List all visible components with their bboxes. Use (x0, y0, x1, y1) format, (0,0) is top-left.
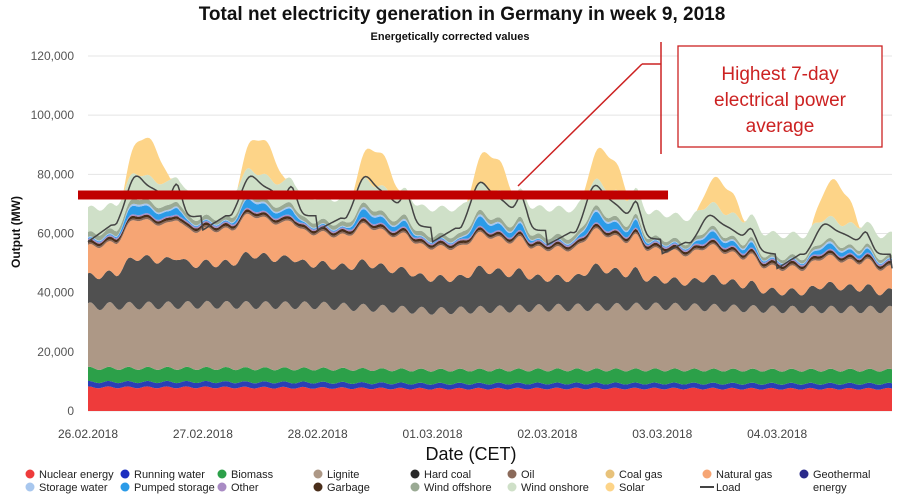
x-tick-label-4: 02.03.2018 (517, 427, 577, 441)
stacked-areas (88, 137, 892, 411)
legend-marker-storage-water (25, 482, 35, 492)
legend-marker-wind-offshore (410, 482, 420, 492)
legend-label-load: Load (716, 482, 740, 494)
legend-marker-oil (507, 469, 517, 479)
legend-label-natural-gas: Natural gas (716, 469, 773, 481)
x-tick-label-0: 26.02.2018 (58, 427, 118, 441)
y-tick-label-0: 0 (67, 404, 74, 418)
area-nuclear-energy (88, 386, 892, 411)
legend-label-nuclear-energy: Nuclear energy (39, 469, 114, 481)
y-tick-label-40000: 40,000 (37, 286, 74, 300)
x-tick-label-3: 01.03.2018 (403, 427, 463, 441)
legend-marker-solar (605, 482, 615, 492)
x-tick-label-5: 03.03.2018 (632, 427, 692, 441)
legend-marker-nuclear-energy (25, 469, 35, 479)
area-biomass (88, 366, 892, 385)
annotation-group: Highest 7-day electrical power average (517, 42, 883, 187)
annotation-text-line-2: electrical power (714, 90, 847, 111)
y-tick-label-120000: 120,000 (31, 49, 75, 63)
legend-label-solar: Solar (619, 482, 645, 494)
chart-title: Total net electricity generation in Germ… (199, 4, 726, 25)
y-axis-label: Output (MW) (9, 196, 23, 268)
legend-label-lignite: Lignite (327, 469, 359, 481)
legend-label-garbage: Garbage (327, 482, 370, 494)
legend-label-running-water: Running water (134, 469, 205, 481)
area-lignite (88, 300, 892, 372)
annotation-text-line-1: Highest 7-day (721, 64, 839, 85)
legend-label-energy: energy (813, 482, 847, 494)
legend-label-oil: Oil (521, 469, 534, 481)
legend-label-biomass: Biomass (231, 469, 274, 481)
legend-marker-running-water (120, 469, 130, 479)
y-tick-label-100000: 100,000 (31, 108, 75, 122)
area-hard-coal (88, 252, 892, 315)
annotation-box (677, 45, 883, 148)
legend-marker-coal-gas (605, 469, 615, 479)
legend-marker-lignite (313, 469, 323, 479)
area-solar (88, 137, 892, 239)
y-tick-label-60000: 60,000 (37, 227, 74, 241)
legend-marker-natural-gas (702, 469, 712, 479)
legend-label-geothermal: Geothermal (813, 469, 870, 481)
legend-marker-other (217, 482, 227, 492)
y-tick-label-80000: 80,000 (37, 167, 74, 181)
legend-label-pumped-storage: Pumped storage (134, 482, 215, 494)
area-running-water (88, 380, 892, 390)
legend-marker-hard-coal (410, 469, 420, 479)
legend-marker-geothermal (799, 469, 809, 479)
x-axis-label: Date (CET) (425, 444, 516, 464)
legend-label-storage-water: Storage water (39, 482, 108, 494)
area-natural-gas (88, 213, 892, 296)
annotation-text-line-3: average (746, 116, 815, 137)
legend-marker-garbage (313, 482, 323, 492)
annotation-pointer-line (517, 63, 643, 187)
legend-marker-pumped-storage (120, 482, 130, 492)
y-axis-ticks: 0 20,000 40,000 60,000 80,000 100,000 120,000 (31, 49, 75, 418)
legend-label-hard-coal: Hard coal (424, 469, 471, 481)
legend-marker-wind-onshore (507, 482, 517, 492)
legend-label-wind-onshore: Wind onshore (521, 482, 589, 494)
legend-marker-biomass (217, 469, 227, 479)
legend-label-coal-gas: Coal gas (619, 469, 663, 481)
y-tick-label-20000: 20,000 (37, 345, 74, 359)
legend-label-wind-offshore: Wind offshore (424, 482, 492, 494)
x-axis-ticks: 26.02.2018 27.02.2018 28.02.2018 01.03.2018… (58, 427, 808, 441)
x-tick-label-6: 04.03.2018 (747, 427, 807, 441)
x-tick-label-1: 27.02.2018 (173, 427, 233, 441)
x-tick-label-2: 28.02.2018 (288, 427, 348, 441)
chart-subtitle: Energetically corrected values (371, 31, 530, 43)
area-pumped-storage (88, 199, 892, 266)
legend-label-other: Other (231, 482, 259, 494)
